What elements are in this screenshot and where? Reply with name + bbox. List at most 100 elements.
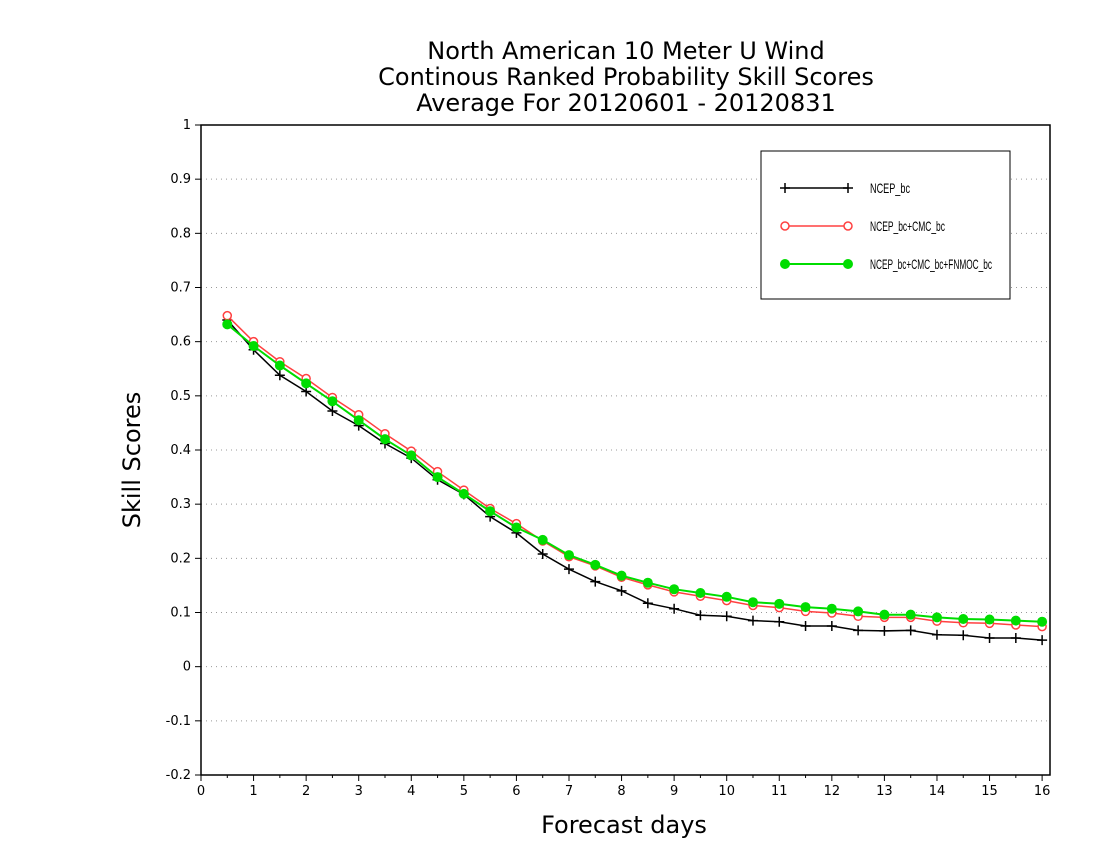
data-point	[879, 625, 890, 636]
legend-entry: NCEP_bc+CMC_bc+FNMOC_bc	[780, 256, 992, 272]
tick-labels: -0.2-0.100.10.20.30.40.50.60.70.80.910 1 2…	[166, 118, 1051, 799]
x-tick-label: 5	[460, 784, 468, 799]
y-tick-label: 0.9	[170, 172, 191, 187]
y-tick-label: 0.1	[170, 606, 191, 621]
x-tick-label: 10	[718, 784, 735, 799]
data-point	[590, 576, 601, 587]
data-point	[1037, 616, 1048, 627]
data-point	[327, 406, 338, 416]
chart-title: North American 10 Meter U WindContinous …	[378, 37, 874, 117]
data-point	[563, 550, 574, 561]
x-tick-label: 16	[1034, 784, 1051, 799]
data-point	[406, 450, 417, 461]
data-point	[800, 621, 811, 632]
data-point	[669, 584, 680, 595]
data-point	[853, 625, 864, 636]
y-tick-label: 0.4	[170, 443, 191, 458]
x-tick-label: 6	[512, 784, 520, 799]
plot-frame	[200, 124, 1051, 776]
y-tick-label: 0.5	[170, 389, 191, 404]
y-tick-label: 0.2	[170, 551, 191, 566]
data-point	[853, 606, 864, 617]
y-tick-label: -0.2	[166, 768, 191, 783]
data-point	[905, 609, 916, 620]
legend: NCEP_bc NCEP_bc+CMC_bc NCEP_bc+CMC_bc+FNMO…	[760, 150, 1011, 300]
data-point	[984, 614, 995, 625]
data-point	[537, 549, 548, 559]
series-line	[226, 323, 1043, 623]
data-point	[642, 598, 653, 609]
data-point	[905, 625, 916, 636]
data-point	[248, 341, 259, 351]
data-point	[800, 602, 811, 613]
x-tick-label: 4	[407, 784, 415, 799]
data-point	[1010, 632, 1021, 643]
data-point	[958, 630, 969, 641]
data-point	[1037, 635, 1048, 646]
legend-entry: NCEP_bc	[780, 180, 910, 196]
data-point	[616, 585, 627, 596]
data-point	[379, 434, 390, 445]
y-tick-label: 0.6	[170, 335, 191, 350]
data-point	[1010, 615, 1021, 626]
data-point	[826, 603, 837, 614]
x-axis-label: Forecast days	[541, 811, 707, 839]
legend-marker	[780, 221, 790, 231]
y-tick-label: 0.8	[170, 226, 191, 241]
x-tick-label: 12	[824, 784, 841, 799]
data-point	[774, 598, 785, 609]
data-point	[353, 415, 364, 426]
data-point	[222, 319, 233, 330]
legend-entry: NCEP_bc+CMC_bc	[780, 218, 945, 234]
data-point	[432, 472, 443, 483]
legend-marker	[780, 259, 790, 269]
y-tick-label: 1	[183, 118, 191, 133]
legend-marker	[843, 183, 853, 193]
series-2	[222, 310, 1047, 632]
data-point	[274, 360, 285, 371]
data-point	[485, 506, 496, 517]
title-line-1: North American 10 Meter U Wind	[427, 37, 824, 65]
data-point	[721, 611, 732, 622]
data-point	[931, 629, 942, 640]
series-layer	[222, 310, 1048, 646]
data-point	[327, 396, 338, 407]
data-point	[931, 612, 942, 623]
x-tick-label: 2	[302, 784, 310, 799]
y-axis-label: Skill Scores	[118, 392, 146, 529]
legend-marker	[780, 183, 790, 193]
series-3	[222, 319, 1048, 627]
data-point	[301, 378, 312, 389]
data-point	[669, 603, 680, 614]
y-tick-label: 0.3	[170, 497, 191, 512]
x-tick-label: 11	[771, 784, 788, 799]
x-tick-label: 8	[617, 784, 625, 799]
data-point	[958, 614, 969, 624]
data-point	[747, 597, 758, 608]
data-point	[721, 591, 732, 602]
data-point	[695, 610, 706, 621]
data-point	[511, 522, 522, 533]
legend-marker	[843, 221, 853, 231]
x-tick-label: 0	[197, 784, 205, 799]
x-tick-label: 15	[981, 784, 998, 799]
data-point	[879, 609, 890, 620]
legend-box	[760, 150, 1011, 300]
data-point	[458, 488, 469, 499]
legend-marker	[843, 259, 853, 269]
y-tick-label: 0.7	[170, 281, 191, 296]
data-point	[222, 310, 233, 321]
data-point	[984, 632, 995, 643]
legend-label: NCEP_bc+CMC_bc+FNMOC_bc	[870, 256, 992, 272]
legend-label: NCEP_bc+CMC_bc	[870, 218, 945, 234]
x-tick-label: 1	[249, 784, 257, 799]
data-point	[695, 588, 706, 598]
data-point	[747, 615, 758, 626]
x-tick-label: 3	[355, 784, 363, 799]
data-point	[826, 621, 837, 632]
data-point	[642, 577, 653, 588]
title-line-3: Average For 20120601 - 20120831	[416, 89, 836, 117]
data-point	[563, 564, 574, 575]
data-point	[274, 370, 285, 381]
data-point	[774, 616, 785, 627]
